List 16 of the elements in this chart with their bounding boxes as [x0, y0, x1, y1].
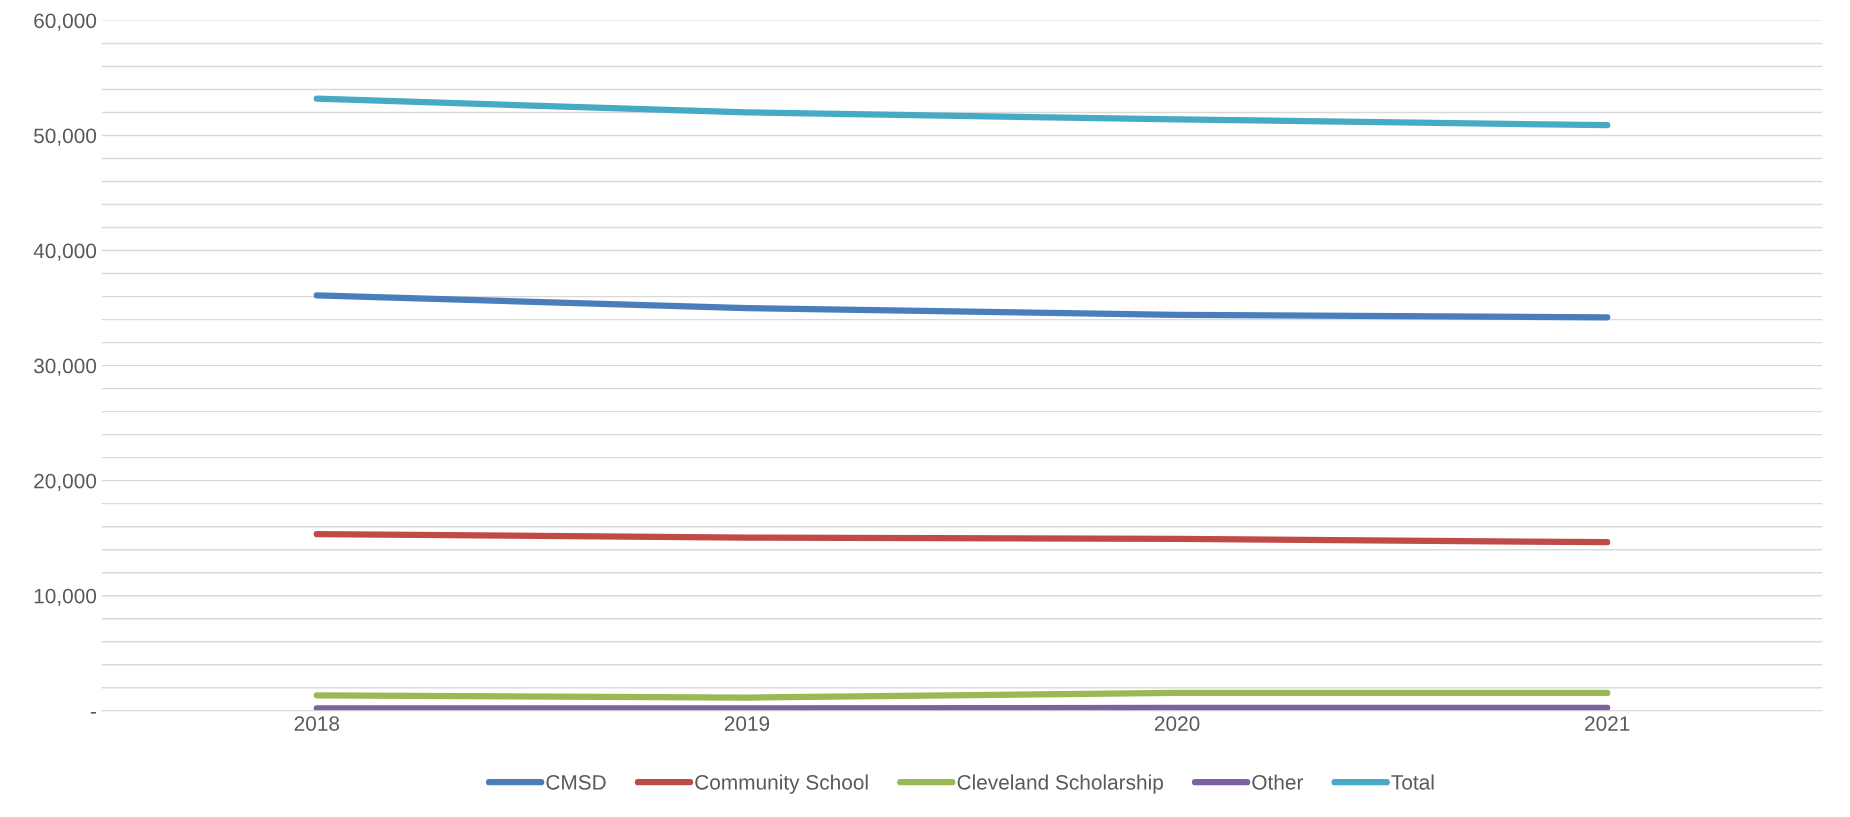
x-tick-label: 2018	[294, 716, 340, 731]
legend-label: Total	[1391, 774, 1434, 790]
x-tick-label: 2021	[1585, 716, 1630, 731]
y-tick-label: 60,000	[34, 13, 97, 31]
y-tick-label: 40,000	[33, 243, 97, 261]
y-tick-label: 10,000	[34, 588, 97, 606]
legend-label: CMSD	[546, 774, 606, 790]
y-tick-label: 20,000	[34, 473, 97, 491]
legend-label: Cleveland Scholarship	[957, 774, 1163, 794]
y-tick-label: 30,000	[33, 358, 97, 376]
y-tick-label: -	[90, 711, 96, 714]
legend-label: Community School	[695, 774, 868, 794]
x-tick-label: 2019	[724, 716, 770, 731]
legend-label: Other	[1252, 774, 1304, 790]
x-tick-label: 2020	[1154, 716, 1200, 731]
y-tick-label: 50,000	[34, 128, 97, 146]
